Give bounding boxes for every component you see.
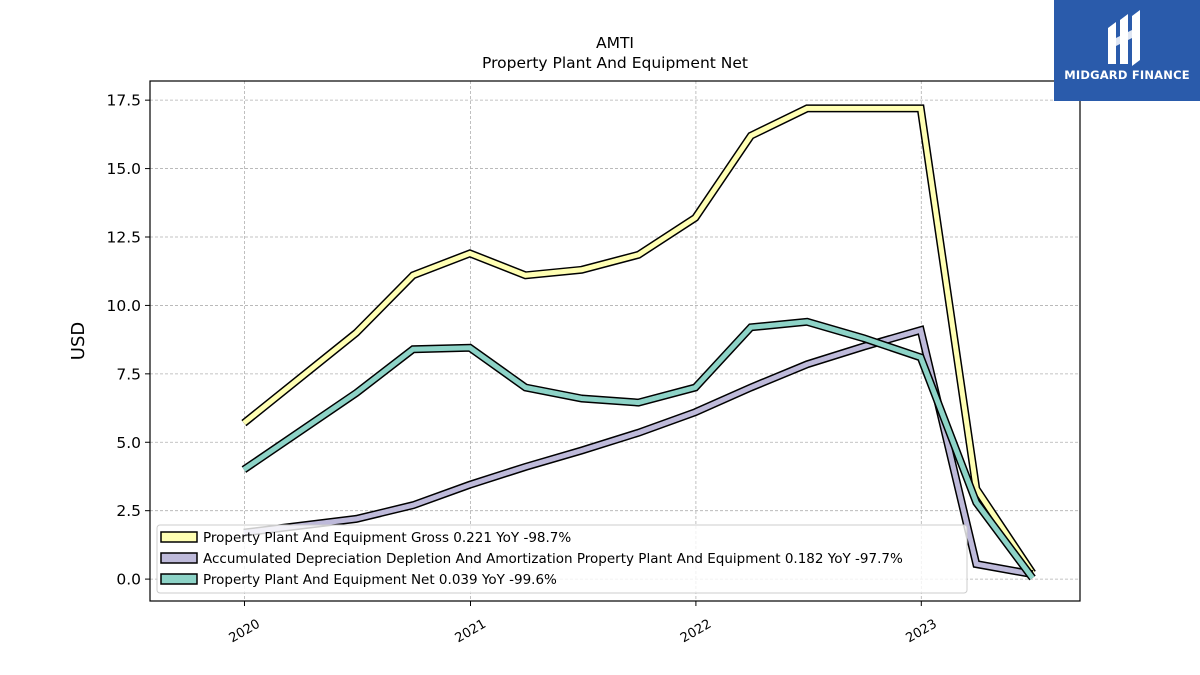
y-tick-label: 10.0 [106,297,141,315]
x-tick-label: 2022 [678,617,714,647]
legend-label: Property Plant And Equipment Gross 0.221… [203,530,571,546]
plot-frame [149,80,1081,602]
x-tick-label: 2020 [227,617,263,647]
y-tick-label: 0.0 [116,571,141,589]
y-tick-label: 15.0 [106,160,141,178]
y-tick-label: 7.5 [116,365,141,383]
legend-label: Property Plant And Equipment Net 0.039 Y… [203,572,557,588]
y-tick-label: 5.0 [116,434,141,452]
y-axis-label: USD [68,322,89,360]
chart-title: AMTI [596,34,634,52]
y-tick-label: 12.5 [106,229,141,247]
logo-text: MIDGARD FINANCE [1064,68,1190,82]
legend-label: Accumulated Depreciation Depletion And A… [203,551,903,567]
x-tick-label: 2023 [903,617,939,647]
series-outline-0 [241,104,1036,576]
y-tick-label: 17.5 [106,92,141,110]
series-line-2 [242,319,1035,580]
y-tick-label: 2.5 [116,502,141,520]
legend-swatch-1 [160,552,198,564]
legend-swatch-2 [160,573,198,585]
legend-swatch-0 [160,531,198,543]
chart-subtitle: Property Plant And Equipment Net [482,54,748,72]
x-tick-label: 2021 [453,617,489,647]
midgard-finance-logo: MIDGARD FINANCE [1054,0,1200,101]
logo-mark-icon [1108,10,1140,66]
legend-box [156,524,968,594]
series-line-0 [242,105,1035,575]
series-line-1 [243,326,1033,577]
